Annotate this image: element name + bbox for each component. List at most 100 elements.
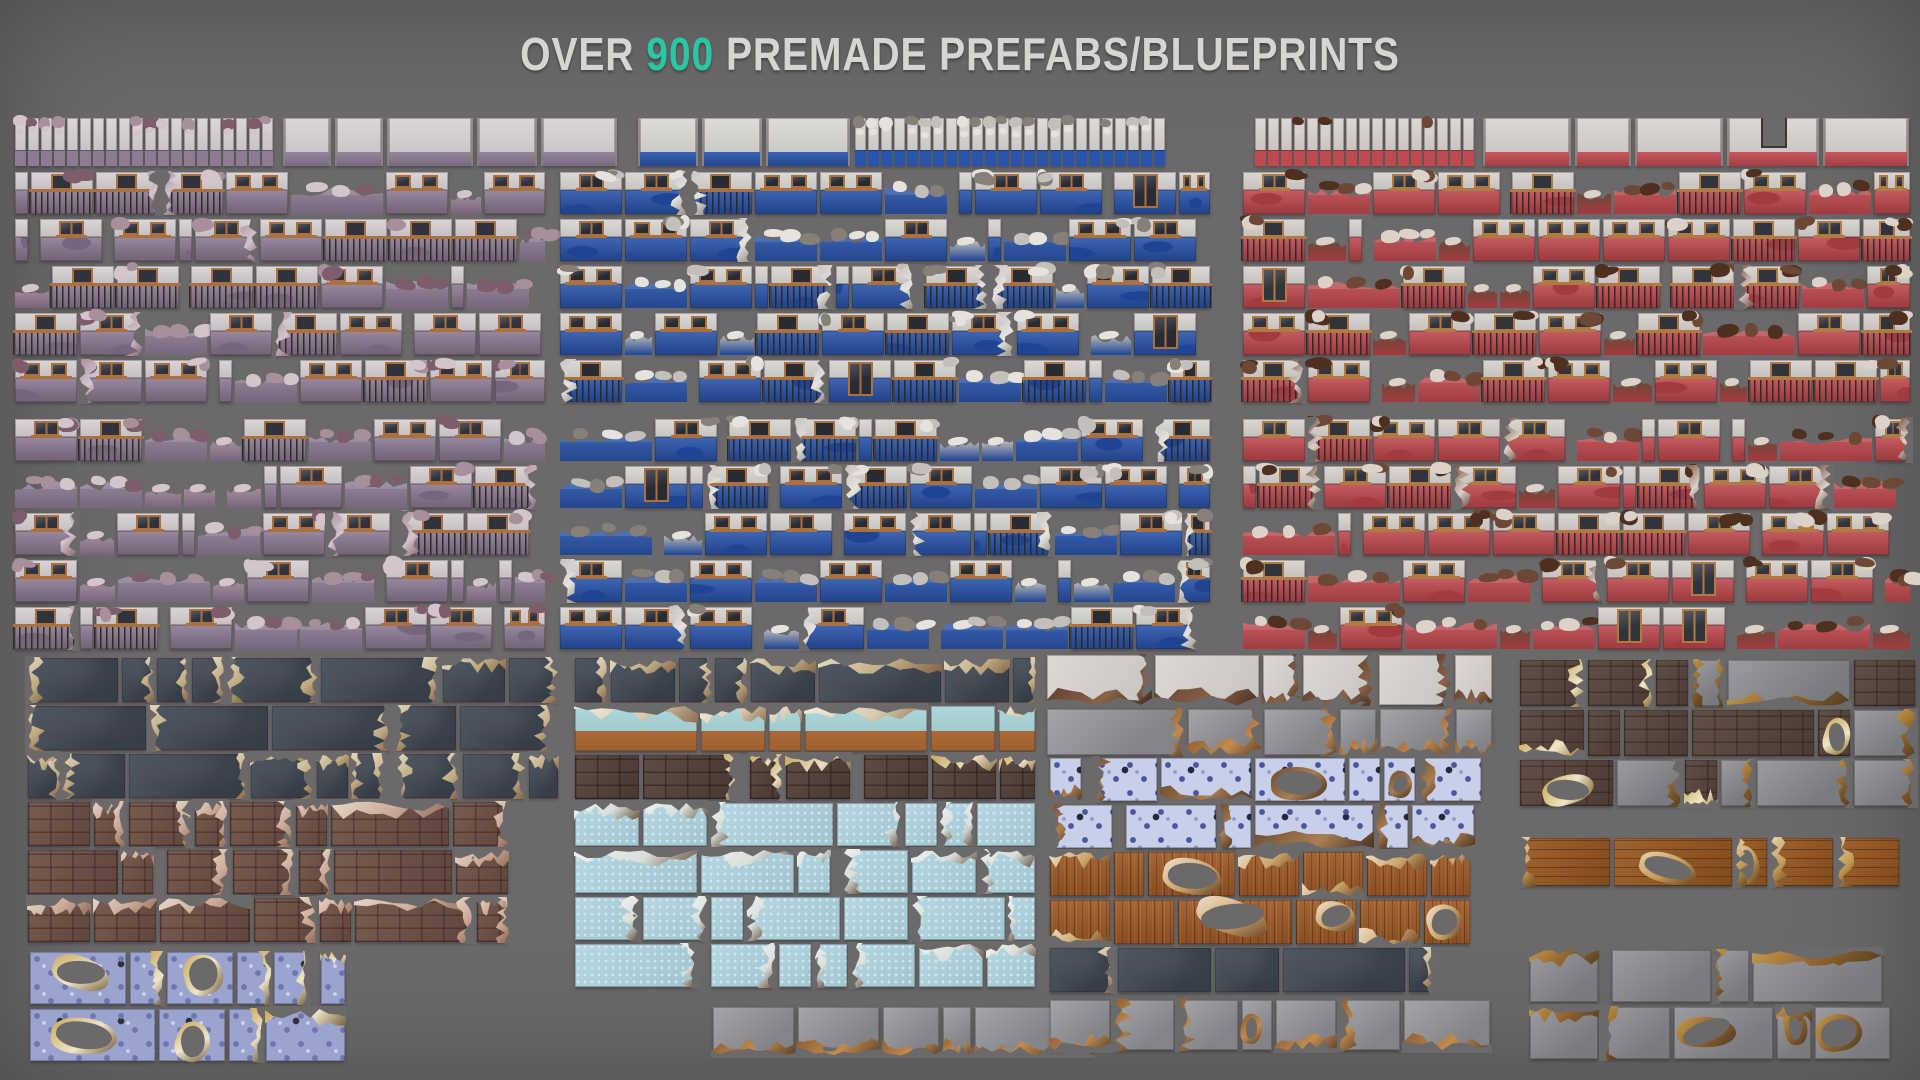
- balcony-railing: [1241, 236, 1307, 261]
- prefab-tile-win: [1867, 262, 1914, 308]
- pillar-base: [145, 149, 156, 166]
- cobble-far-right-tile: [1528, 947, 1600, 1002]
- debris-blob: [912, 463, 932, 474]
- ornate-floor-left-tile: [159, 1009, 225, 1067]
- window-sill: [926, 482, 957, 485]
- window: [579, 562, 604, 577]
- ornate-blue-right-tile: [1126, 805, 1216, 848]
- slate-strip-mid-tile: [609, 655, 677, 702]
- window-sill: [507, 623, 541, 626]
- balcony-railing: [1168, 377, 1212, 402]
- pillar-base: [1411, 149, 1422, 166]
- ornate-blue-right-tile: [1047, 803, 1112, 850]
- window: [579, 221, 604, 236]
- facade-wall: [699, 378, 761, 402]
- prefab-tile-win: [1603, 555, 1669, 602]
- window: [569, 316, 585, 329]
- prefab-tile-win: [1175, 556, 1214, 604]
- debris-blob: [868, 128, 878, 136]
- pillar-base: [158, 149, 169, 166]
- window: [1139, 515, 1164, 530]
- title-suffix: PREMADE PREFABS/BLUEPRINTS: [726, 27, 1400, 81]
- strip-base: [1637, 151, 1721, 166]
- concrete-scatter-mid-tile: [796, 1007, 881, 1058]
- facade-wall: [1880, 378, 1910, 402]
- wainscot-strip-mid-tile: [699, 703, 767, 751]
- wood-floor-right-tile: [1429, 849, 1472, 896]
- window: [495, 468, 516, 484]
- cobble-far-right-tile: [1599, 1005, 1670, 1061]
- window: [749, 421, 770, 437]
- pillar-base: [1128, 149, 1139, 166]
- facade-wall: [1243, 437, 1305, 461]
- prefab-tile-winbal: [1734, 263, 1803, 310]
- window-sill: [1086, 435, 1138, 438]
- pillar-base: [1463, 149, 1474, 166]
- balcony-railing: [1556, 530, 1622, 555]
- balcony-railing: [755, 330, 821, 355]
- prefab-tile-win: [852, 262, 918, 310]
- window: [569, 610, 585, 623]
- debris-blob: [1398, 228, 1421, 240]
- wall-strip-prefab-tile: [387, 118, 473, 166]
- prefab-tile-win: [40, 219, 102, 261]
- window-sill: [695, 623, 747, 626]
- prefab-tile-winbal: [78, 416, 146, 461]
- hex-tile-floor-mid-tile: [977, 803, 1035, 846]
- concrete-rust-right-tile: [1111, 998, 1174, 1052]
- window: [181, 174, 202, 190]
- facade-wall: [114, 237, 176, 261]
- window-sill: [1368, 529, 1420, 532]
- debris-blob: [1015, 309, 1036, 320]
- prefab-tile-win: [690, 217, 755, 263]
- prefab-tile-win2: [820, 172, 882, 214]
- stone-moss-far-right-tile: [1689, 658, 1727, 708]
- facade-wall: [365, 625, 427, 649]
- window: [1691, 363, 1707, 376]
- debris-blob: [1196, 507, 1214, 524]
- debris-blob: [1099, 118, 1112, 128]
- brick-floor-left-tile: [329, 799, 451, 846]
- facade-plaster: [264, 466, 277, 484]
- balcony-railing: [473, 483, 539, 508]
- window: [1677, 421, 1702, 436]
- debris-blob: [634, 276, 650, 288]
- brick-floor-left-tile: [193, 799, 229, 848]
- window-sill: [1184, 482, 1206, 485]
- window-sill: [565, 329, 617, 332]
- prefab-tile-ruin: [1613, 360, 1652, 402]
- damage-bite: [133, 311, 145, 357]
- pillar-prefab-tile: [878, 116, 894, 166]
- prefab-tile-win: [414, 313, 476, 355]
- window-sill: [1674, 435, 1705, 438]
- cobble-far-right-tile: [1775, 1004, 1813, 1059]
- facade-plaster: [1623, 466, 1636, 484]
- window-sill: [1110, 482, 1162, 485]
- balcony-railing: [1861, 330, 1912, 355]
- pillar-prefab-tile: [1359, 118, 1370, 166]
- facade-wall: [1017, 331, 1079, 355]
- prefab-tile-winbal: [873, 418, 941, 461]
- balcony-railing: [1022, 377, 1088, 402]
- prefab-tile-win2: [560, 607, 622, 649]
- facade-wall: [1058, 578, 1071, 602]
- window: [1704, 222, 1720, 235]
- prefab-tile-ruin: [982, 419, 1013, 461]
- debris-blob: [1060, 525, 1077, 535]
- debris-blob: [218, 576, 236, 588]
- debris-blob: [233, 482, 252, 494]
- rubble-mound: [15, 291, 49, 308]
- prefab-tile-win2: [1179, 172, 1210, 214]
- prefab-tile-win: [435, 414, 501, 461]
- pillar-prefab-tile: [246, 117, 263, 166]
- facade-wall: [1089, 378, 1102, 402]
- facade-wall: [975, 190, 1037, 214]
- prefab-tile-narrow: [1338, 513, 1351, 555]
- facade-wall: [1324, 484, 1386, 508]
- prefab-tile-win: [76, 358, 142, 404]
- prefab-tile-win: [1558, 466, 1624, 508]
- prefab-tile-win2: [504, 602, 549, 649]
- pillar-prefab-tile: [210, 118, 221, 166]
- pillar-prefab-tile: [1008, 116, 1023, 166]
- prefab-tile-win2: [1340, 601, 1406, 649]
